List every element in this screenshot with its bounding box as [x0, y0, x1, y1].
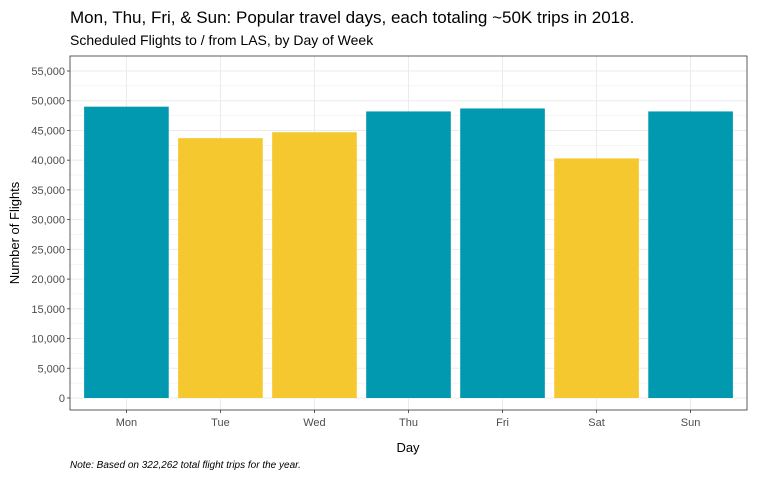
y-tick-label: 15,000 — [31, 304, 65, 316]
y-tick-label: 10,000 — [31, 334, 65, 346]
x-tick-label: Mon — [116, 417, 137, 429]
y-tick-label: 45,000 — [31, 125, 65, 137]
x-tick-label: Sat — [588, 417, 605, 429]
chart-subtitle: Scheduled Flights to / from LAS, by Day … — [70, 32, 374, 48]
chart-title: Mon, Thu, Fri, & Sun: Popular travel day… — [70, 8, 635, 27]
y-tick-label: 5,000 — [37, 363, 65, 375]
y-tick-label: 30,000 — [31, 215, 65, 227]
y-tick-label: 25,000 — [31, 244, 65, 256]
bar-sun — [648, 111, 733, 399]
y-tick-label: 40,000 — [31, 155, 65, 167]
y-tick-label: 55,000 — [31, 66, 65, 78]
x-tick-label: Tue — [211, 417, 230, 429]
bar-thu — [366, 111, 451, 399]
y-tick-label: 0 — [59, 393, 65, 405]
x-tick-label: Thu — [399, 417, 418, 429]
footnote: Note: Based on 322,262 total flight trip… — [70, 460, 301, 471]
x-tick-label: Fri — [496, 417, 509, 429]
bar-wed — [272, 132, 357, 399]
bars — [84, 106, 733, 399]
y-tick-label: 35,000 — [31, 185, 65, 197]
x-tick-label: Wed — [303, 417, 325, 429]
y-tick-label: 50,000 — [31, 96, 65, 108]
bar-sat — [554, 158, 639, 398]
y-tick-label: 20,000 — [31, 274, 65, 286]
bar-fri — [460, 108, 545, 398]
axes: 0 5,000 10,000 15,000 20,000 25,000 30,000 35,0… — [31, 66, 700, 429]
x-axis-title: Day — [396, 440, 420, 455]
y-axis-title: Number of Flights — [7, 181, 22, 284]
bar-tue — [178, 138, 263, 398]
bar-mon — [84, 106, 169, 398]
x-tick-label: Sun — [681, 417, 701, 429]
